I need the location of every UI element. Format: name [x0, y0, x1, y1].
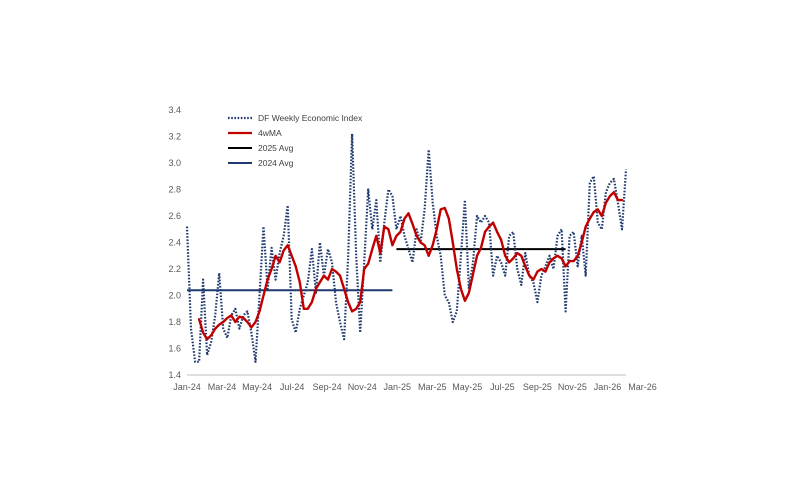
series-layer: [185, 132, 628, 363]
y-tick-label: 3.4: [168, 105, 181, 115]
y-tick-label: 2.4: [168, 238, 181, 248]
x-tick-label: Mar-24: [208, 382, 237, 392]
y-tick-label: 2.8: [168, 185, 181, 195]
legend: DF Weekly Economic Index 4wMA 2025 Avg 2…: [228, 113, 363, 168]
legend-label-2025-avg: 2025 Avg: [258, 143, 294, 153]
y-tick-label: 2.6: [168, 211, 181, 221]
series-line-4wma: [197, 190, 624, 341]
average-lines: [187, 248, 566, 292]
x-tick-label: Jan-26: [594, 382, 622, 392]
x-tick-label: Jan-24: [173, 382, 201, 392]
y-tick-label: 2.2: [168, 264, 181, 274]
y-tick-label: 3.2: [168, 132, 181, 142]
x-axis: Jan-24 Mar-24 May-24 Jul-24 Sep-24 Nov-24 Jan-…: [173, 374, 657, 392]
x-tick-label: Sep-25: [523, 382, 552, 392]
x-tick-label: Nov-24: [348, 382, 377, 392]
x-tick-label: Jul-25: [490, 382, 515, 392]
legend-label-index: DF Weekly Economic Index: [258, 113, 363, 123]
y-axis: 1.4 1.6 1.8 2.0 2.2 2.4 2.6 2.8 3.0 3.2 3.4: [168, 105, 181, 380]
x-tick-label: Nov-25: [558, 382, 587, 392]
x-tick-label: Mar-26: [628, 382, 657, 392]
x-tick-label: Mar-25: [418, 382, 447, 392]
x-tick-label: Jul-24: [280, 382, 305, 392]
x-tick-label: May-24: [242, 382, 272, 392]
series-line-index: [185, 132, 628, 363]
y-tick-label: 3.0: [168, 158, 181, 168]
y-tick-label: 2.0: [168, 291, 181, 301]
legend-label-4wma: 4wMA: [258, 128, 282, 138]
x-tick-label: Sep-24: [313, 382, 342, 392]
y-tick-label: 1.6: [168, 344, 181, 354]
x-tick-label: Jan-25: [383, 382, 411, 392]
legend-label-2024-avg: 2024 Avg: [258, 158, 294, 168]
y-tick-label: 1.8: [168, 317, 181, 327]
x-tick-label: May-25: [452, 382, 482, 392]
y-tick-label: 1.4: [168, 370, 181, 380]
